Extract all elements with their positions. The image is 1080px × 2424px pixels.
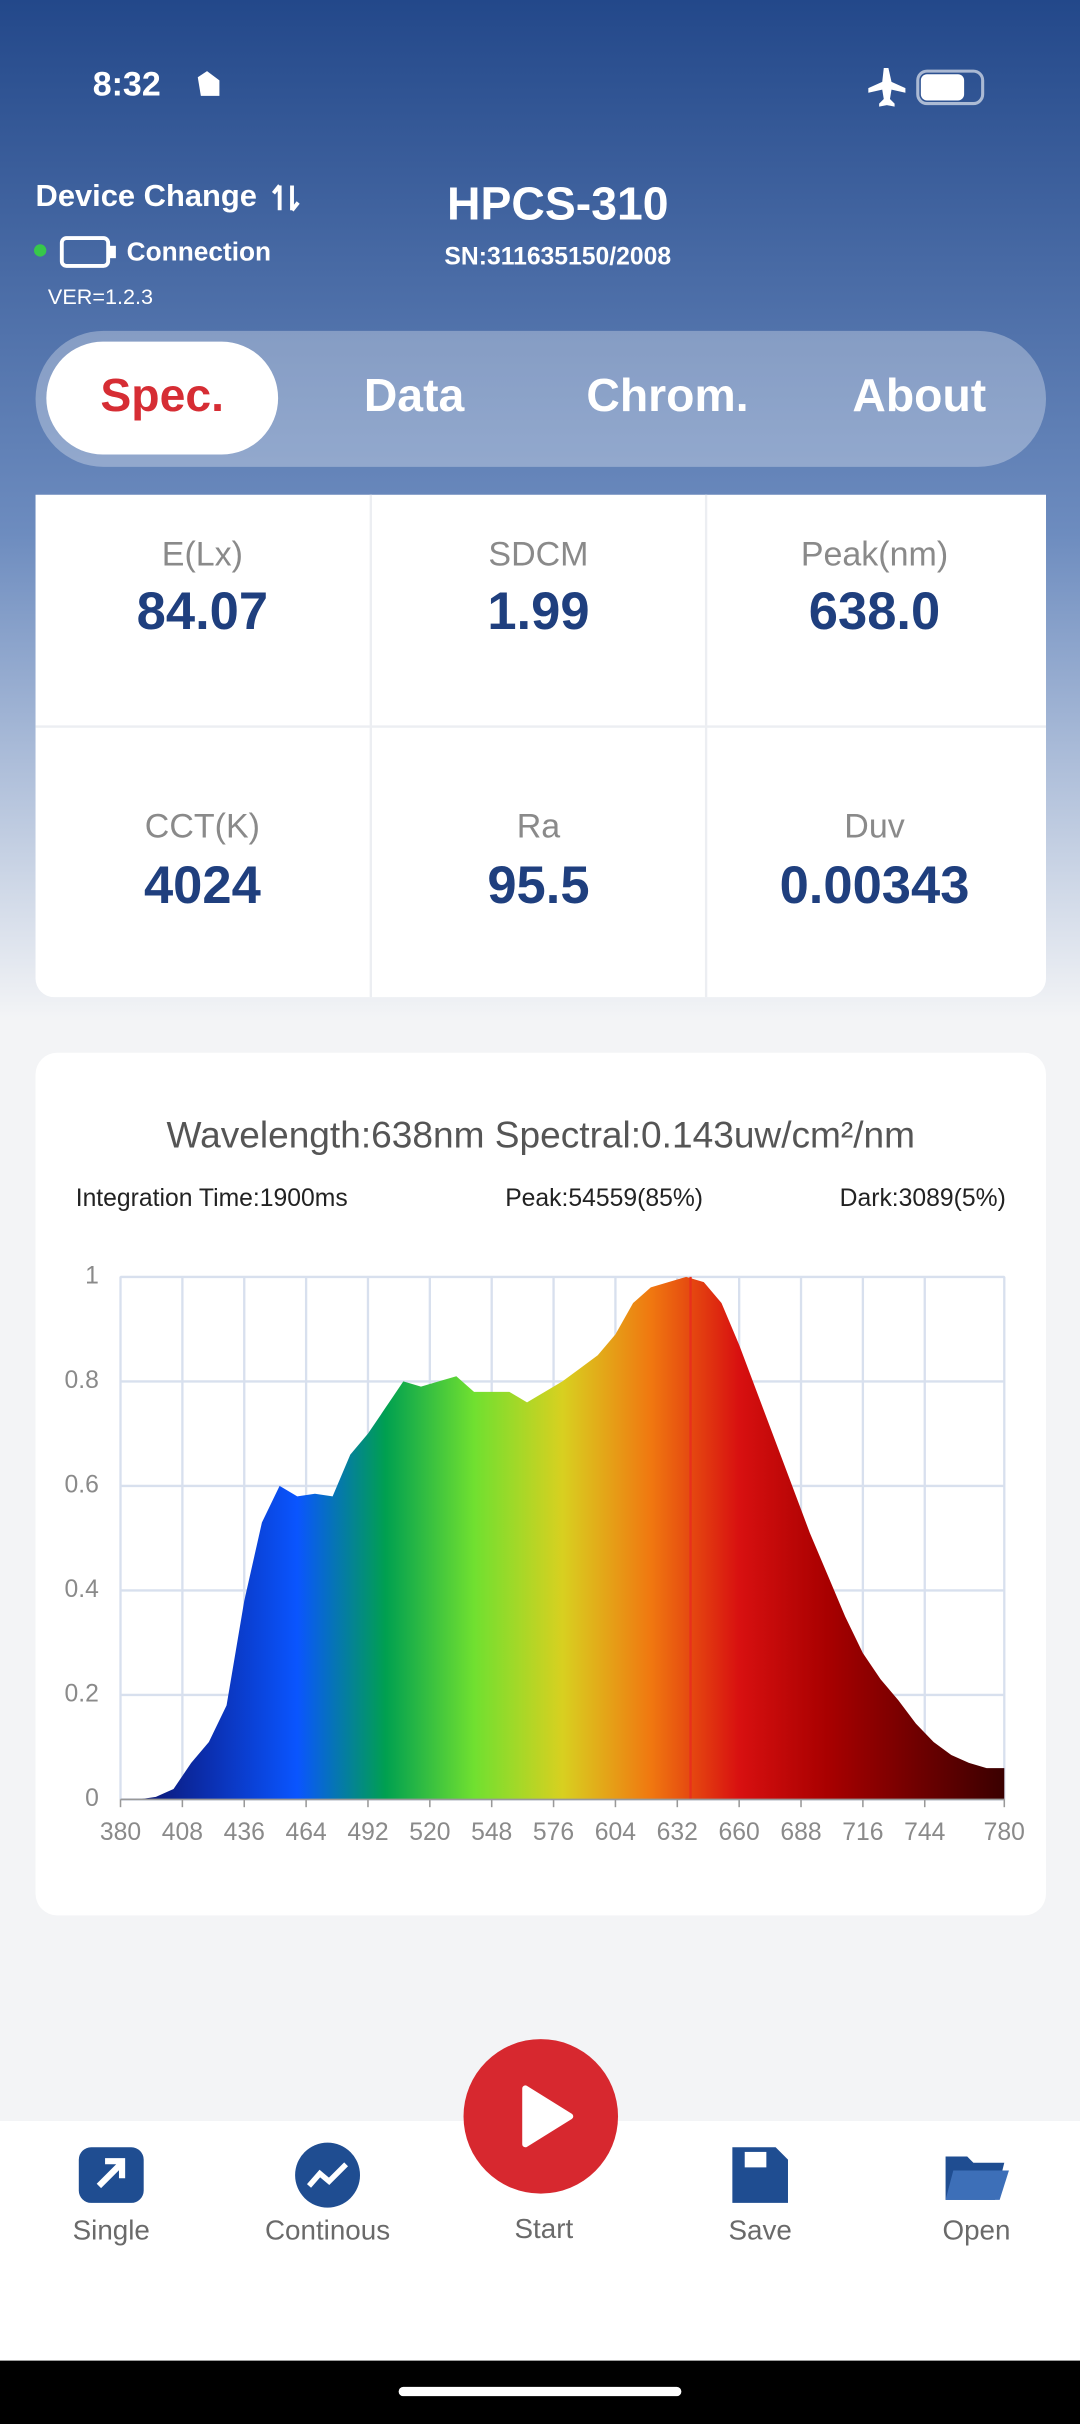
x-tick-label: 780 (984, 1819, 1025, 1846)
y-tick-label: 0.8 (65, 1367, 99, 1394)
y-tick-label: 0.4 (65, 1576, 100, 1603)
metric-label: SDCM (488, 536, 588, 574)
tab-bar (35, 330, 1047, 467)
metric-label: Peak(nm) (801, 536, 948, 574)
battery-icon (916, 69, 985, 106)
device-change[interactable]: Device Change (36, 178, 257, 213)
y-tick-label: 0.6 (65, 1471, 99, 1498)
annotation: Peak:54559(85%) (505, 1185, 703, 1212)
home-indicator (398, 2386, 682, 2397)
play-icon (522, 2085, 574, 2148)
battery-level (920, 74, 965, 101)
active-tab[interactable] (46, 341, 279, 455)
metrics-grid (35, 494, 1047, 998)
y-tick-label: 0 (85, 1785, 99, 1812)
metric-value: 1.99 (487, 582, 589, 641)
continous-icon[interactable] (295, 2142, 360, 2208)
nav-label[interactable]: Save (729, 2215, 792, 2246)
tab[interactable]: Spec. (100, 369, 224, 421)
x-tick-label: 520 (409, 1819, 450, 1846)
metric-value: 95.5 (487, 856, 589, 915)
x-tick-label: 632 (657, 1819, 698, 1846)
clock: 8:32 (93, 66, 161, 104)
x-tick-label: 576 (533, 1819, 574, 1846)
x-tick-label: 492 (347, 1819, 388, 1846)
annotation: Integration Time:1900ms (76, 1185, 348, 1212)
metric-label: CCT(K) (145, 808, 260, 846)
tab[interactable]: Data (364, 369, 466, 421)
y-tick-label: 0.2 (65, 1680, 99, 1707)
x-tick-label: 408 (162, 1819, 203, 1846)
metric-value: 4024 (144, 856, 261, 915)
x-tick-label: 660 (719, 1819, 760, 1846)
metric-label: Ra (517, 808, 561, 846)
nav-label[interactable]: Start (515, 2213, 574, 2244)
open-glyph (945, 2170, 1009, 2200)
chart-title: Wavelength:638nm Spectral:0.143uw/cm²/nm (166, 1114, 915, 1156)
status-dot (33, 244, 47, 257)
x-tick-label: 744 (904, 1819, 945, 1846)
x-tick-label: 604 (595, 1819, 636, 1846)
model: HPCS-310 (447, 177, 669, 229)
swap-icon (271, 184, 300, 212)
device-battery (59, 236, 111, 268)
nav-label[interactable]: Single (73, 2215, 150, 2246)
tab[interactable]: Chrom. (586, 369, 748, 421)
x-tick-label: 436 (224, 1819, 265, 1846)
save-glyph (744, 2151, 767, 2168)
status-icon (197, 71, 220, 96)
x-tick-label: 548 (471, 1819, 512, 1846)
metric-value: 0.00343 (780, 856, 970, 915)
metric-value: 638.0 (809, 582, 940, 641)
plot: 0 0.2 0.4 0.6 0.8 1 380 408 436 464 492 520 548 576 60… (65, 1262, 1025, 1846)
tab[interactable]: About (852, 369, 986, 421)
spectrum-area (120, 1276, 1005, 1800)
metric-label: Duv (844, 808, 904, 846)
connection: Connection (127, 236, 271, 266)
airplane-icon (868, 68, 906, 107)
serial: SN:311635150/2008 (444, 244, 671, 271)
single-glyph (96, 2158, 126, 2189)
continous-glyph (306, 2162, 349, 2188)
metrics-card (35, 494, 1047, 998)
x-tick-label: 380 (100, 1819, 141, 1846)
nav-label[interactable]: Open (942, 2215, 1010, 2246)
metrics: E(Lx) 84.07 SDCM 1.99 Peak(nm) 638.0 CCT(K) 402… (137, 536, 970, 915)
x-tick-label: 716 (842, 1819, 883, 1846)
x-tick-label: 688 (780, 1819, 821, 1846)
annotation: Dark:3089(5%) (840, 1185, 1006, 1212)
metric-label: E(Lx) (162, 536, 243, 574)
device-battery-tip (109, 245, 116, 259)
x-tick-label: 464 (285, 1819, 326, 1846)
nav-label[interactable]: Continous (265, 2215, 390, 2246)
version: VER=1.2.3 (48, 284, 153, 309)
y-tick-label: 1 (85, 1262, 99, 1289)
metric-value: 84.07 (137, 582, 268, 641)
